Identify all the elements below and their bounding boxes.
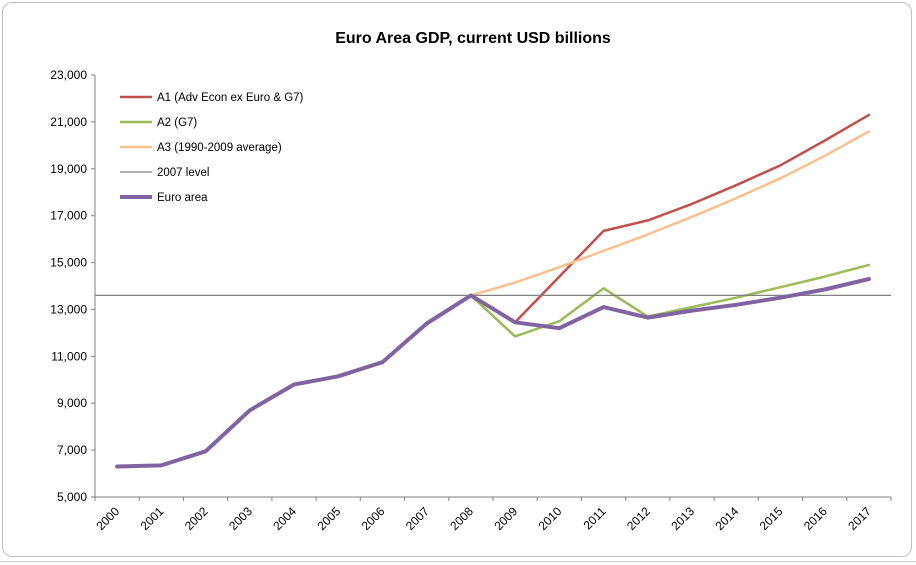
legend-label-level2007: 2007 level xyxy=(157,167,209,179)
x-axis-tick-label: 2017 xyxy=(845,504,874,533)
series-line-a2 xyxy=(469,263,871,338)
y-axis-tick-label: 23,000 xyxy=(50,68,87,82)
x-axis-tick-label: 2002 xyxy=(182,504,211,533)
legend-label-euro: Euro area xyxy=(157,192,208,204)
x-axis-tick-label: 2016 xyxy=(801,504,830,533)
y-axis-tick-label: 7,000 xyxy=(57,443,87,457)
legend-label-a2: A2 (G7) xyxy=(157,117,197,129)
x-axis-tick-label: 2005 xyxy=(315,504,344,533)
x-axis-tick-label: 2003 xyxy=(226,504,255,533)
series-line-a3 xyxy=(469,130,871,297)
x-axis-tick-label: 2001 xyxy=(138,504,167,533)
y-axis-tick-label: 19,000 xyxy=(50,162,87,176)
bottom-divider xyxy=(0,561,916,562)
line-chart: Euro Area GDP, current USD billions 5,00… xyxy=(50,30,892,533)
x-axis-tick-label: 2009 xyxy=(491,504,520,533)
series-line-euro xyxy=(115,277,871,469)
y-axis-tick-label: 9,000 xyxy=(57,396,87,410)
x-axis-tick-label: 2011 xyxy=(581,504,609,532)
x-axis-tick-label: 2008 xyxy=(447,504,476,533)
chart-content: 5,000 7,000 9,000 11,000 13,000 15,000 17,000 1… xyxy=(50,68,892,533)
x-axis-tick-label: 2000 xyxy=(93,504,122,533)
x-axis-tick-label: 2013 xyxy=(668,504,697,533)
y-axis-tick-label: 21,000 xyxy=(50,115,87,129)
y-axis-tick-label: 17,000 xyxy=(50,209,87,223)
x-axis-tick-label: 2007 xyxy=(403,504,432,533)
legend-label-a1: A1 (Adv Econ ex Euro & G7) xyxy=(157,92,304,104)
y-axis-tick-label: 11,000 xyxy=(51,349,87,363)
chart-frame: Euro Area GDP, current USD billions 5,00… xyxy=(2,2,912,557)
y-axis-tick-label: 13,000 xyxy=(50,302,87,316)
y-axis-tick-label: 5,000 xyxy=(57,490,87,504)
x-axis-tick-label: 2006 xyxy=(359,504,388,533)
legend-label-a3: A3 (1990-2009 average) xyxy=(157,142,282,154)
x-axis-tick-label: 2012 xyxy=(624,504,653,533)
chart-title: Euro Area GDP, current USD billions xyxy=(335,30,611,47)
x-axis-tick-label: 2015 xyxy=(757,504,786,533)
y-axis-tick-label: 15,000 xyxy=(50,256,87,270)
legend: A1 (Adv Econ ex Euro & G7) A2 (G7) A3 (199… xyxy=(120,92,304,204)
series-lines xyxy=(95,113,891,469)
x-axis-tick-label: 2014 xyxy=(713,504,742,533)
x-axis-tick-label: 2004 xyxy=(270,504,299,533)
x-axis-tick-label: 2010 xyxy=(536,504,565,533)
